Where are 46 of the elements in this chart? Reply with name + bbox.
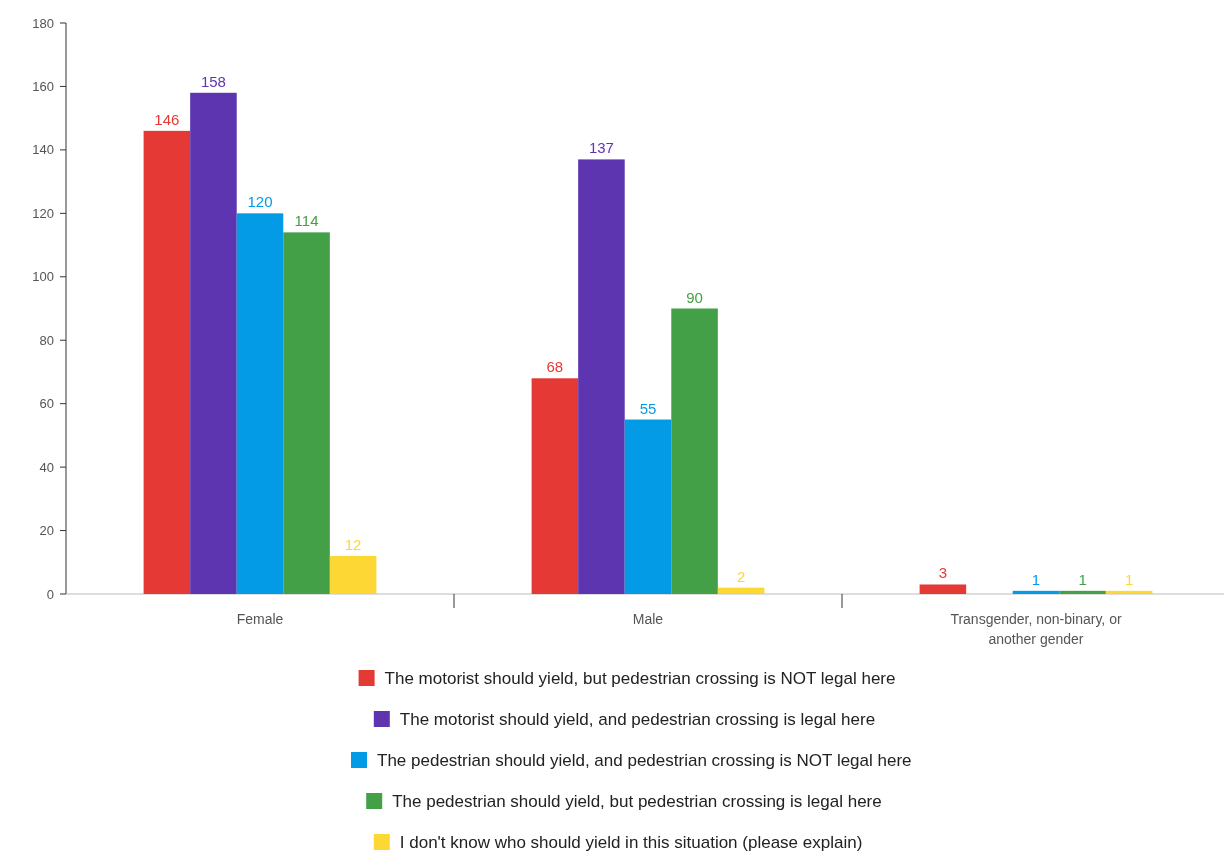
legend-label: The motorist should yield, and pedestrian crossing is legal here <box>399 709 876 729</box>
y-tick-label: 80 <box>39 332 54 348</box>
y-tick-label: 100 <box>32 269 54 285</box>
bar <box>531 378 579 594</box>
y-tick-label: 0 <box>46 586 54 602</box>
data-label: 1 <box>1078 570 1087 588</box>
data-label: 120 <box>247 193 273 211</box>
bar <box>329 555 377 594</box>
bar <box>671 308 718 594</box>
legend-label: The pedestrian should yield, but pedestrian crossing is legal here <box>392 791 882 811</box>
data-label: 2 <box>736 567 746 585</box>
bar <box>717 587 765 594</box>
data-label: 3 <box>938 564 948 582</box>
data-label: 90 <box>686 288 703 306</box>
x-tick-label: Male <box>632 611 664 627</box>
bar <box>143 130 191 594</box>
bar <box>1059 590 1106 594</box>
legend-label: The pedestrian should yield, and pedestrian crossing is NOT legal here <box>377 750 912 770</box>
x-tick-label: Transgender, non-binary, or another gender <box>950 611 1122 647</box>
bar <box>190 92 237 594</box>
y-tick-label: 40 <box>39 459 54 475</box>
data-label: 158 <box>200 72 226 90</box>
data-label: 55 <box>639 399 657 417</box>
data-label: 114 <box>294 212 319 230</box>
data-label: 68 <box>546 358 564 376</box>
data-label: 1 <box>1031 570 1041 588</box>
data-label: 137 <box>588 139 614 157</box>
bar <box>236 213 284 594</box>
y-tick-label: 140 <box>32 142 54 158</box>
y-tick-label: 120 <box>32 205 54 221</box>
data-label: 146 <box>154 110 180 128</box>
data-label: 1 <box>1124 570 1134 588</box>
y-tick-label: 160 <box>32 78 54 94</box>
data-label: 12 <box>344 535 362 553</box>
legend-label: The motorist should yield, but pedestrian crossing is NOT legal here <box>384 668 896 688</box>
bar <box>283 232 330 594</box>
bar <box>578 159 625 594</box>
bar <box>1012 590 1060 594</box>
y-tick-label: 60 <box>39 396 54 412</box>
bar <box>1105 590 1153 594</box>
x-tick-label: Female <box>236 611 284 627</box>
legend-label: I don't know who should yield in this situation (please explain) <box>399 832 863 852</box>
y-tick-label: 20 <box>39 523 54 539</box>
bar <box>919 584 967 594</box>
y-tick-label: 180 <box>32 15 54 31</box>
bar <box>624 419 672 594</box>
